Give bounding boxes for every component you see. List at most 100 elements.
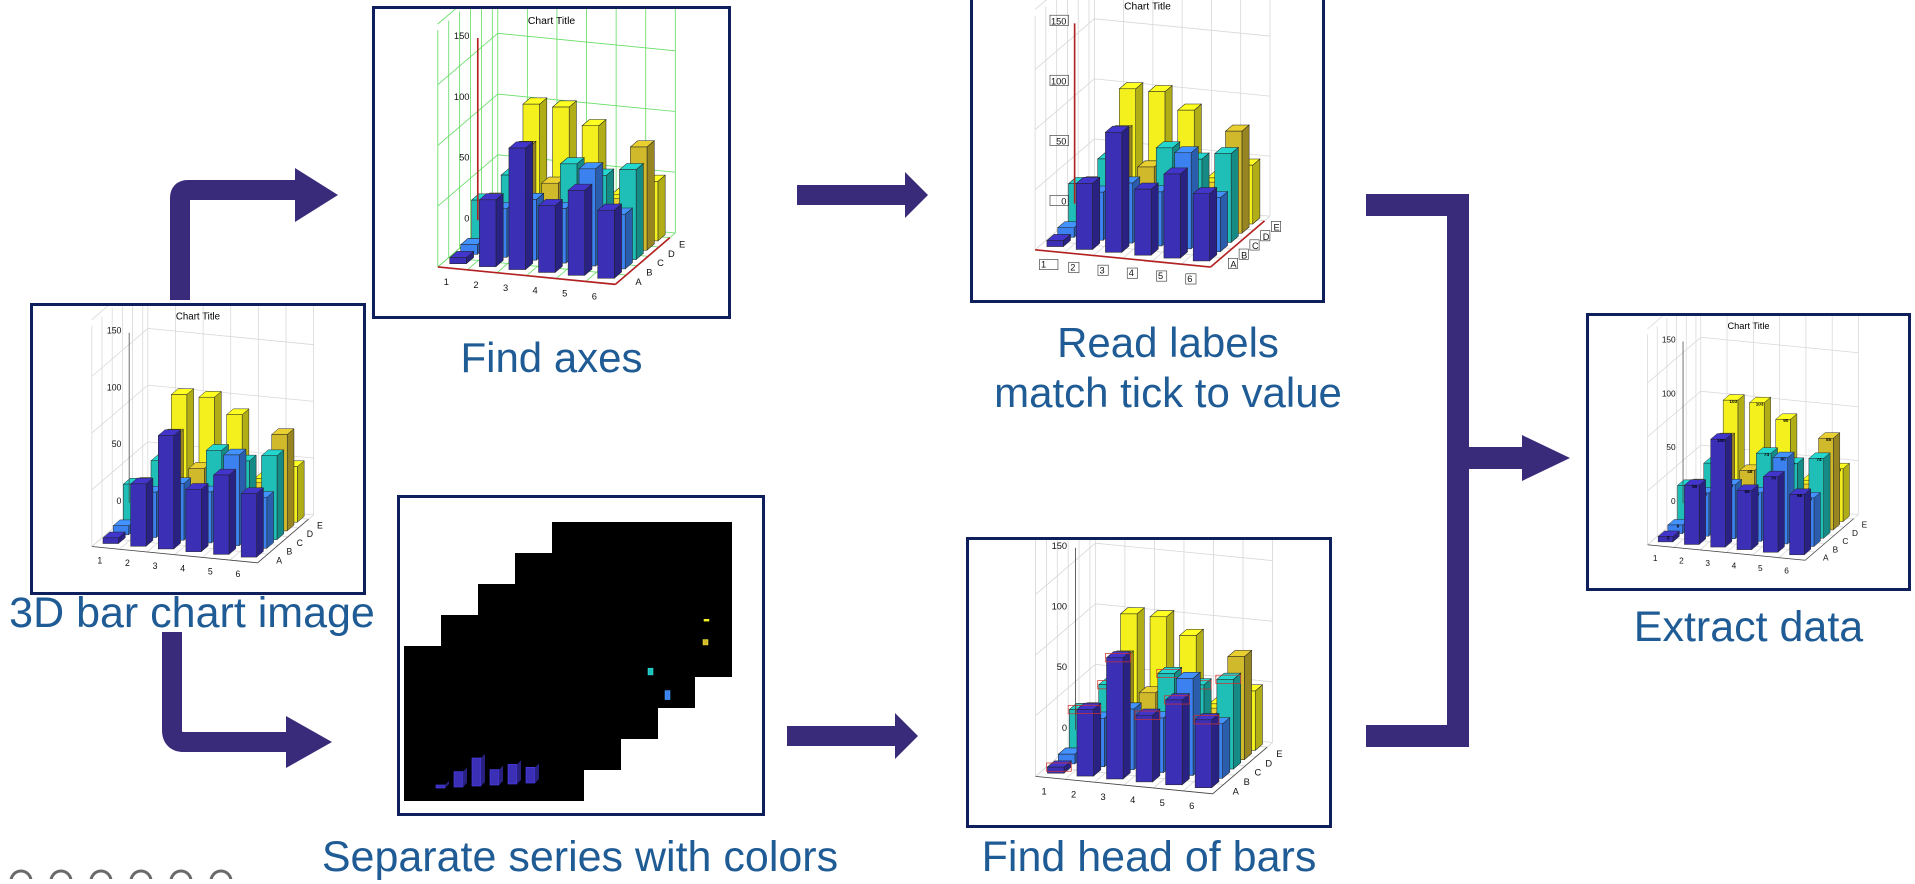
arrow-axes-to-labels	[797, 185, 909, 205]
x-tick-label: 5	[1758, 563, 1763, 573]
y-tick-label: B	[1833, 544, 1839, 554]
caption-read-labels: Read labels match tick to value	[948, 318, 1388, 419]
x-tick-label: 1	[444, 277, 449, 287]
y-axis	[1210, 220, 1266, 268]
y-tick-label: D	[1852, 528, 1858, 538]
bar-s1-c6: 56	[1788, 488, 1812, 556]
series-bar	[664, 690, 671, 700]
value-label: 5	[1667, 535, 1670, 540]
z-tick-label: 150	[107, 326, 122, 336]
caption-extract: Extract data	[1633, 603, 1864, 651]
value-label: 80	[1781, 456, 1787, 461]
y-tick-label: C	[1842, 536, 1848, 546]
chart-title: Chart Title	[1727, 321, 1769, 331]
x-tick-label: 1	[1653, 553, 1658, 563]
bars	[102, 388, 305, 558]
caption-read-labels-line1: Read labels	[1057, 319, 1279, 366]
bar-s1-c5	[212, 468, 237, 555]
z-tick-label: 100	[1052, 602, 1068, 612]
x-tick-label: 6	[1187, 274, 1192, 284]
series-bar	[647, 667, 654, 676]
z-tick-label: 50	[459, 153, 469, 163]
x-tick-label: 5	[562, 289, 567, 299]
extract-data-chart: Chart Title17103103903649307548363585376…	[1647, 316, 1868, 576]
y-axis	[1804, 518, 1854, 561]
x-axis	[1035, 248, 1211, 268]
series-bar	[453, 771, 464, 788]
bar-s1-c1	[1046, 760, 1072, 774]
series-bar	[703, 618, 710, 622]
bar-s1-c3	[1104, 125, 1130, 253]
y-tick-label: A	[1823, 553, 1829, 563]
bar-head-marker	[1105, 653, 1131, 663]
y-tick-label: C	[297, 538, 303, 548]
bars	[1046, 82, 1261, 262]
arrowhead-separate-to-heads	[895, 713, 918, 759]
z-tick-label: 50	[112, 439, 122, 449]
x-tick-label: 4	[1129, 268, 1134, 278]
y-tick-label: C	[1252, 241, 1259, 251]
value-label: 55	[1745, 489, 1751, 494]
x-axis	[1035, 775, 1213, 795]
bar-s1-c4: 55	[1736, 484, 1759, 551]
x-tick-label: 2	[125, 558, 130, 568]
y-tick-label: D	[1265, 758, 1272, 768]
y-tick-label: A	[1233, 786, 1240, 796]
bar-s1-c5	[1163, 167, 1189, 259]
chart-title: Chart Title	[176, 312, 220, 323]
value-label: 100	[1717, 438, 1725, 443]
y-tick-label: A	[635, 277, 642, 287]
separated-series-layers	[404, 522, 732, 801]
x-tick-label: 3	[1101, 792, 1106, 802]
bar-s1-c2	[478, 193, 504, 268]
bar-s1-c6	[1192, 186, 1218, 262]
x-axis	[91, 546, 258, 564]
x-tick-label: 6	[1784, 566, 1789, 576]
value-label: 55	[1692, 484, 1698, 489]
bar-s1-c2: 55	[1683, 479, 1707, 545]
value-label: 85	[1826, 437, 1832, 442]
x-tick-label: 4	[1130, 795, 1135, 805]
bars	[1046, 607, 1264, 789]
x-tick-label: 3	[503, 283, 508, 293]
arrowhead-input-to-axes	[295, 168, 338, 222]
y-tick-label: B	[1244, 777, 1250, 787]
z-tick-label: 0	[464, 213, 469, 223]
axes	[1035, 23, 1266, 268]
bar-s1-c4	[185, 482, 209, 553]
arrowhead-axes-to-labels	[905, 172, 928, 218]
z-tick-label: 150	[1051, 16, 1066, 26]
bar-s1-c1	[1046, 233, 1072, 248]
bar-s1-c5	[567, 183, 593, 276]
read-labels-panel: Chart Title 1 2 3 4 5 6 A B C D E 0 50 100 150	[970, 0, 1325, 303]
y-tick-label: B	[286, 547, 292, 557]
bar-s1-c3: 100	[1710, 433, 1733, 548]
bar-s1-c2	[129, 477, 154, 547]
z-tick-label: 100	[107, 382, 122, 392]
value-label: 74	[1816, 457, 1822, 462]
bar-s1-c3	[157, 429, 182, 550]
x-tick-label: 6	[1189, 801, 1194, 811]
input-chart-panel: Chart Title 1 2 3 4 5 6 A B C D E 0 50 100 150	[30, 303, 366, 595]
axes	[91, 332, 309, 564]
z-tick-label: 100	[1051, 77, 1066, 87]
bars: 1710310390364930754836358537602074677484…	[1657, 394, 1851, 556]
caption-read-labels-line2: match tick to value	[994, 369, 1342, 417]
series-bar	[489, 769, 500, 786]
bar-s1-c2	[1075, 176, 1101, 251]
arrow-separate-to-heads	[787, 726, 899, 746]
value-label: 8	[1677, 524, 1680, 529]
z-tick-label: 150	[1662, 334, 1676, 344]
bar-head-marker	[1134, 710, 1161, 720]
series-layer-1	[404, 646, 584, 801]
bracket-merge-to-extract	[1366, 194, 1528, 747]
z-tick-label: 100	[454, 92, 470, 102]
z-tick-label: 150	[454, 31, 470, 41]
y-tick-label: D	[668, 249, 675, 259]
series-bar	[525, 767, 536, 784]
